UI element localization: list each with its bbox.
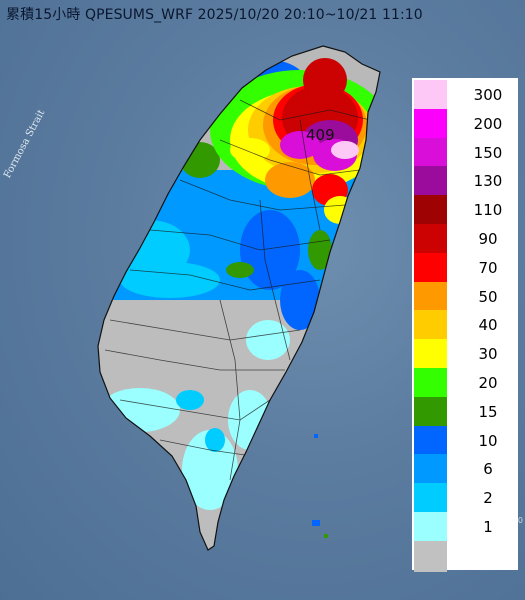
- rainfall-legend: 300 200 150 130 110 90 70 50 40 30 20 15 10 6 2 1: [412, 78, 518, 572]
- county-boundaries: [104, 99, 371, 481]
- rainfall-field: [98, 58, 380, 550]
- offshore-rain-mark: [324, 534, 328, 538]
- legend-label: 6: [483, 460, 493, 479]
- legend-label: 90: [478, 230, 498, 248]
- legend-label: 130: [473, 172, 503, 191]
- legend-swatch: [414, 166, 447, 198]
- legend-label: 10: [478, 431, 498, 450]
- legend-label: 70: [478, 258, 498, 277]
- legend-swatch: [414, 368, 447, 399]
- legend-label: 200: [473, 114, 503, 133]
- legend-label: 1: [483, 518, 493, 536]
- max-rainfall-label: 409: [306, 126, 335, 144]
- coastline: [97, 45, 381, 551]
- legend-swatch: [414, 540, 447, 572]
- legend-swatch: [414, 80, 447, 111]
- legend-swatch: [414, 483, 447, 515]
- legend-label: 15: [478, 402, 498, 421]
- legend-label: 50: [478, 287, 498, 306]
- legend-swatch: [414, 281, 447, 313]
- offshore-rain-mark: [314, 434, 318, 438]
- legend-swatch: [414, 137, 447, 169]
- legend-label: 150: [473, 143, 503, 162]
- offshore-rain-mark: [312, 520, 320, 526]
- legend-swatch: [414, 425, 447, 457]
- legend-swatch: [414, 224, 447, 255]
- legend-label: 40: [478, 316, 498, 335]
- legend-swatch: [414, 195, 447, 227]
- legend-swatch: [414, 396, 447, 428]
- legend-swatch: [414, 454, 447, 486]
- legend-label: 300: [473, 86, 503, 104]
- legend-swatch: [414, 339, 447, 371]
- legend-label: 110: [473, 201, 503, 220]
- legend-swatch: [414, 108, 447, 140]
- map-title: 累積15小時 QPESUMS_WRF 2025/10/20 20:10~10/2…: [6, 7, 423, 23]
- legend-swatch: [414, 512, 447, 543]
- legend-label: 30: [478, 345, 498, 364]
- legend-label: 20: [478, 374, 498, 392]
- legend-label: 2: [483, 489, 493, 508]
- legend-swatch: [414, 252, 447, 284]
- legend-swatch: [414, 310, 447, 342]
